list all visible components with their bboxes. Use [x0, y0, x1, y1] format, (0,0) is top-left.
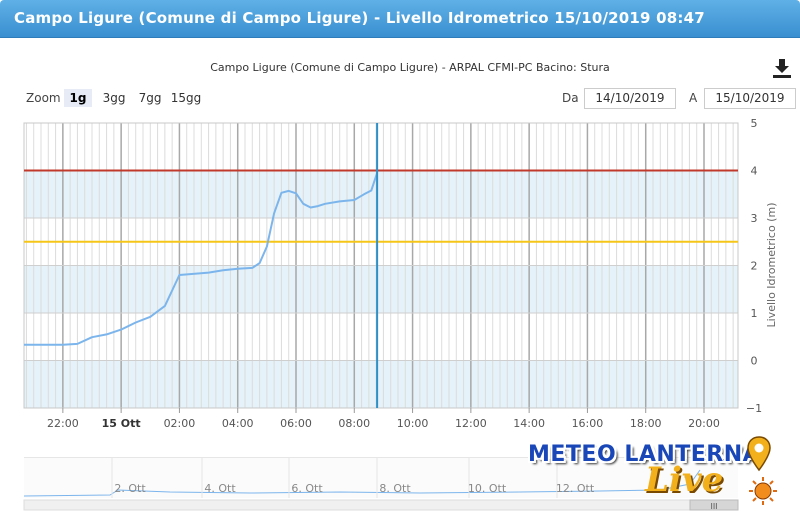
navigator-label: 10. Ott: [468, 482, 507, 495]
window-title: Campo Ligure (Comune di Campo Ligure) - …: [14, 9, 705, 27]
navigator-scrollbar-grip: III: [710, 502, 717, 511]
window-titlebar: Campo Ligure (Comune di Campo Ligure) - …: [0, 0, 800, 38]
x-tick-label: 20:00: [688, 417, 720, 430]
x-tick-label: 06:00: [280, 417, 312, 430]
navigator-series: [23, 469, 701, 497]
meteo-lanterna-logo: METEO LANTERNA Live: [520, 432, 800, 511]
navigator-label: 6. Ott: [291, 482, 323, 495]
plot-border: [23, 122, 739, 409]
y-tick-label: 5: [751, 117, 758, 130]
x-tick-label: 16:00: [572, 417, 604, 430]
x-tick-label: 04:00: [222, 417, 254, 430]
zoom-button-1g[interactable]: 1g: [64, 89, 92, 107]
date-to-label: A: [689, 91, 698, 105]
zoom-button-15gg[interactable]: 15gg: [170, 91, 202, 105]
logo-text: METEO LANTERNA: [528, 442, 761, 467]
y-tick-label: 3: [751, 212, 758, 225]
zoom-button-7gg[interactable]: 7gg: [138, 91, 162, 105]
x-tick-label: 10:00: [397, 417, 429, 430]
y-tick-label: 2: [751, 260, 758, 273]
logo-live-text: Live: [645, 460, 724, 500]
zoom-button-3gg[interactable]: 3gg: [102, 91, 126, 105]
y-tick-label: 1: [751, 307, 758, 320]
x-tick-label: 15 Ott: [102, 417, 141, 430]
x-tick-label: 02:00: [164, 417, 196, 430]
navigator-label: 12. Ott: [556, 482, 595, 495]
download-icon[interactable]: [770, 56, 794, 80]
y-tick-label: −1: [746, 402, 762, 415]
series-line: [24, 172, 379, 346]
x-tick-label: 12:00: [455, 417, 487, 430]
x-tick-label: 22:00: [47, 417, 79, 430]
navigator-label: 8. Ott: [379, 482, 411, 495]
date-from-input[interactable]: 14/10/2019: [584, 88, 676, 109]
x-tick-label: 14:00: [513, 417, 545, 430]
navigator-scrollbar-thumb: [689, 499, 739, 511]
sun-icon: [749, 477, 777, 505]
date-to-input[interactable]: 15/10/2019: [704, 88, 796, 109]
y-axis-label: Livello Idrometrico (m): [765, 203, 778, 328]
navigator-label: 2. Ott: [114, 482, 146, 495]
y-tick-label: 4: [751, 165, 758, 178]
navigator[interactable]: 2. Ott 4. Ott 6. Ott 8. Ott 10. Ott 12. Ott II…: [23, 457, 739, 511]
map-pin-icon: [747, 436, 771, 472]
zoom-label: Zoom: [26, 91, 61, 105]
y-tick-label: 0: [751, 355, 758, 368]
date-from-label: Da: [562, 91, 579, 105]
x-tick-label: 08:00: [338, 417, 370, 430]
navigator-label: 4. Ott: [204, 482, 236, 495]
x-tick-label: 18:00: [630, 417, 662, 430]
chart-title: Campo Ligure (Comune di Campo Ligure) - …: [210, 61, 610, 74]
